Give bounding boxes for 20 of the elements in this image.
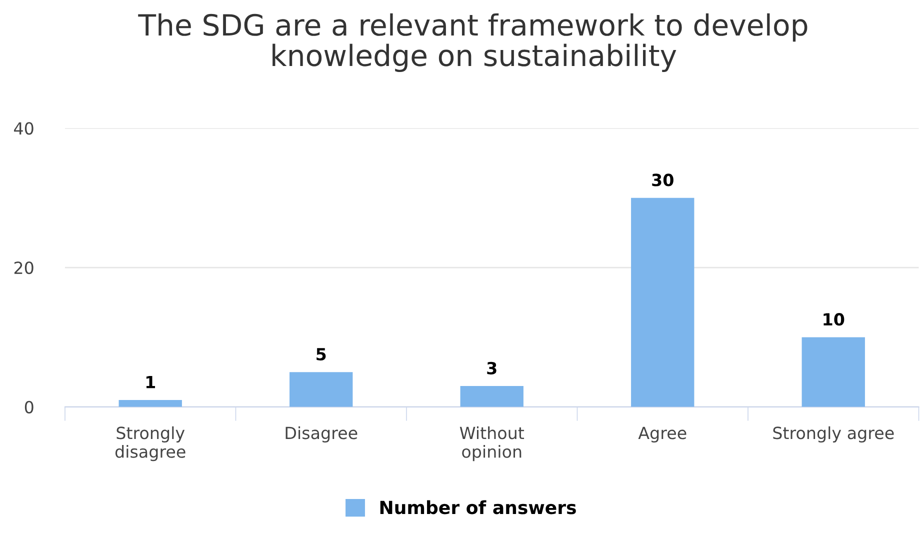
x-tick-label: Without opinion xyxy=(460,426,524,462)
data-label: 30 xyxy=(652,174,674,186)
y-tick-label: 40 xyxy=(14,122,34,135)
data-label: 5 xyxy=(316,348,326,360)
x-tick-label: Strongly agree xyxy=(773,426,894,442)
x-tick-label: Agree xyxy=(638,426,686,442)
y-tick-label: 0 xyxy=(24,400,34,414)
x-tick-label: Strongly disagree xyxy=(115,426,186,462)
bar xyxy=(118,400,182,407)
data-label: 3 xyxy=(487,362,496,374)
y-tick-label: 20 xyxy=(14,261,34,274)
legend-label: Number of answers xyxy=(380,500,576,514)
bar xyxy=(631,198,694,407)
data-label: 10 xyxy=(824,313,844,326)
chart-title: The SDG are a relevant framework to develop knowledge on sustainability xyxy=(138,13,808,72)
bar xyxy=(802,337,865,407)
data-label: 1 xyxy=(146,376,156,388)
bar xyxy=(460,386,524,407)
x-tick-label: Disagree xyxy=(286,426,358,442)
bar xyxy=(290,372,353,407)
